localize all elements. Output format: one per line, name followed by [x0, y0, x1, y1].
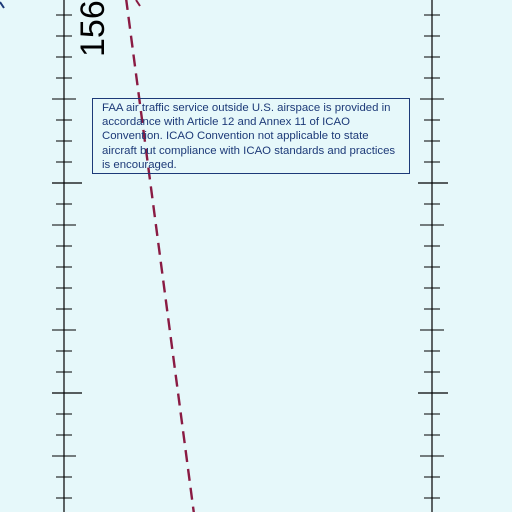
tick-marks-left — [52, 14, 76, 499]
airspace-boundary-line — [125, 0, 195, 512]
faa-notice-text: FAA air traffic service outside U.S. air… — [102, 102, 396, 171]
meridian-label: 156° — [74, 0, 112, 57]
faa-notice-box: FAA air traffic service outside U.S. air… — [92, 98, 410, 174]
tick-marks-right — [420, 14, 444, 499]
boundary-mark — [135, 0, 141, 7]
blue-mark — [0, 1, 5, 9]
